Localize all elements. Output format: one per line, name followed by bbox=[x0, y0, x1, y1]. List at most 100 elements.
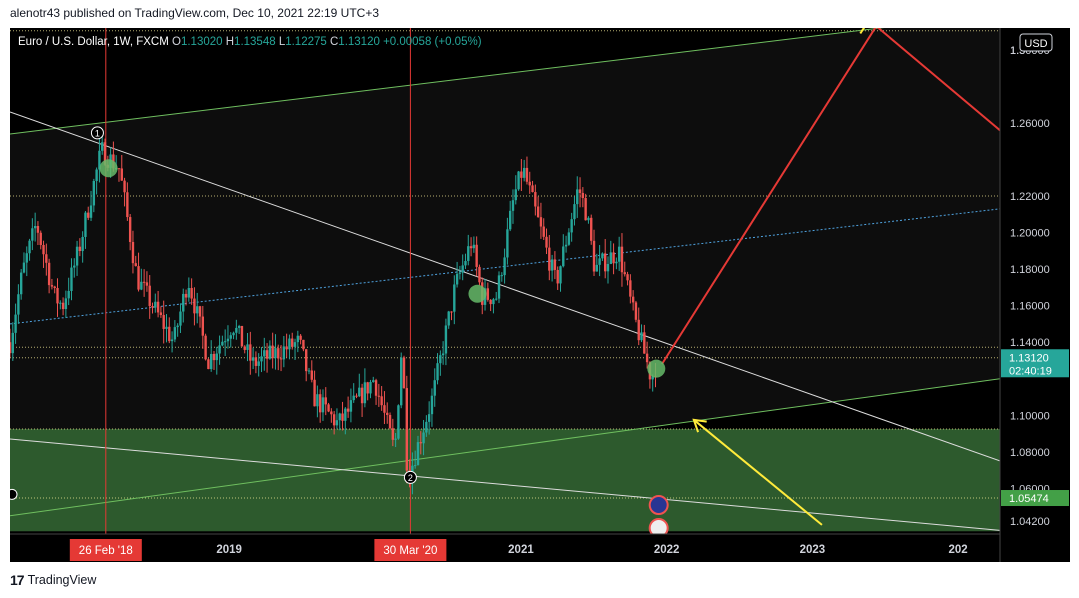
level-price-tag bbox=[1001, 490, 1069, 507]
price-chart[interactable]: 121.042001.060001.080001.100001.140001.1… bbox=[10, 28, 1070, 562]
candle-body bbox=[201, 316, 205, 336]
x-tick-label: 202 bbox=[948, 544, 967, 556]
candle-body bbox=[651, 376, 654, 380]
candle-body bbox=[419, 442, 422, 444]
y-tick-label: 1.10000 bbox=[1010, 410, 1050, 422]
candle-body bbox=[263, 350, 266, 357]
trendline bbox=[10, 438, 1000, 531]
candle-body bbox=[590, 217, 593, 241]
candle-body bbox=[268, 345, 272, 359]
y-tick-label: 1.16000 bbox=[1010, 301, 1050, 313]
candle-body bbox=[495, 298, 498, 300]
touch-circle bbox=[647, 359, 666, 378]
candle-body bbox=[553, 259, 557, 270]
candle-body bbox=[235, 327, 238, 333]
candle-body bbox=[75, 246, 79, 266]
date-marker-label: 26 Feb '18 bbox=[79, 545, 133, 557]
chart-frame[interactable]: 1 2 1.04200 1.06000 1.08000 1.10000 1.14000 1.1… bbox=[10, 28, 1070, 562]
candle-body bbox=[603, 253, 607, 272]
legend-h-value: 1.13548 bbox=[234, 36, 279, 48]
date-marker-tag bbox=[69, 539, 142, 561]
candle-body bbox=[567, 232, 571, 245]
candle-body bbox=[165, 326, 168, 329]
legend-c-value: 1.13120 bbox=[338, 36, 383, 48]
candle-body bbox=[383, 405, 386, 413]
candle-body bbox=[254, 357, 258, 366]
candle-body bbox=[131, 241, 135, 264]
candle-body bbox=[151, 306, 154, 308]
candle-body bbox=[562, 246, 565, 267]
candle-body bbox=[386, 412, 389, 415]
candle-body bbox=[427, 414, 431, 422]
candle-body bbox=[601, 253, 604, 259]
candle-body bbox=[425, 421, 428, 433]
candle-body bbox=[101, 142, 104, 151]
legend-h-label: H bbox=[226, 36, 234, 48]
candle-body bbox=[405, 388, 408, 471]
candle-body bbox=[374, 380, 378, 396]
candle-body bbox=[564, 244, 568, 247]
candle-body bbox=[637, 319, 640, 341]
candle-body bbox=[335, 420, 339, 426]
pivot-label: 2 bbox=[403, 470, 417, 484]
candle-body bbox=[341, 413, 344, 421]
candle-body bbox=[170, 339, 174, 342]
candle-body bbox=[162, 315, 165, 329]
candle-body bbox=[338, 413, 341, 421]
candle-body bbox=[584, 198, 587, 221]
candle-body bbox=[117, 168, 121, 170]
candle-body bbox=[369, 381, 372, 394]
candles bbox=[10, 131, 657, 495]
candle-body bbox=[489, 299, 492, 305]
candle-body bbox=[31, 228, 34, 241]
date-marker-tag bbox=[374, 539, 447, 561]
candle-body bbox=[137, 266, 140, 290]
candle-body bbox=[506, 229, 509, 258]
date-marker-label: 30 Mar '20 bbox=[383, 545, 437, 557]
candle-body bbox=[447, 311, 450, 326]
x-tick-label: 2023 bbox=[800, 544, 826, 556]
candle-body bbox=[310, 370, 313, 380]
candle-body bbox=[360, 387, 364, 404]
candle-body bbox=[313, 379, 316, 407]
candle-body bbox=[159, 312, 163, 316]
arrow-head bbox=[692, 418, 707, 433]
candle-body bbox=[539, 217, 543, 227]
candle-body bbox=[475, 244, 478, 267]
candle-body bbox=[179, 311, 182, 326]
candle-body bbox=[497, 275, 501, 299]
candle-body bbox=[237, 325, 241, 328]
candle-body bbox=[14, 314, 17, 333]
channel-upper-line bbox=[10, 28, 885, 135]
candle-body bbox=[293, 342, 297, 347]
candle-body bbox=[525, 167, 529, 182]
candle-body bbox=[187, 287, 191, 298]
candle-body bbox=[142, 281, 146, 283]
candle-body bbox=[324, 397, 327, 405]
candle-body bbox=[441, 353, 445, 356]
candle-body bbox=[587, 217, 590, 221]
x-tick-label: 2019 bbox=[216, 544, 242, 556]
candle-body bbox=[522, 167, 526, 178]
candle-body bbox=[196, 306, 199, 314]
touch-circle bbox=[99, 159, 118, 178]
candle-body bbox=[366, 382, 369, 394]
candle-body bbox=[198, 306, 202, 317]
candle-body bbox=[25, 253, 28, 263]
candle-body bbox=[36, 225, 40, 233]
candle-body bbox=[394, 438, 397, 440]
legend-o-value: 1.13020 bbox=[181, 36, 226, 48]
trendline bbox=[10, 111, 1000, 462]
candle-body bbox=[279, 358, 283, 360]
candle-body bbox=[302, 339, 305, 350]
candle-body bbox=[154, 301, 157, 308]
candle-body bbox=[305, 349, 308, 372]
candle-body bbox=[260, 356, 263, 362]
candle-body bbox=[207, 359, 210, 370]
candle-body bbox=[56, 287, 59, 304]
candle-body bbox=[556, 269, 559, 284]
currency-button[interactable]: USD bbox=[1019, 33, 1053, 52]
level-price-value: 1.05474 bbox=[1009, 493, 1049, 505]
candle-body bbox=[223, 341, 227, 343]
candle-body bbox=[640, 332, 643, 341]
